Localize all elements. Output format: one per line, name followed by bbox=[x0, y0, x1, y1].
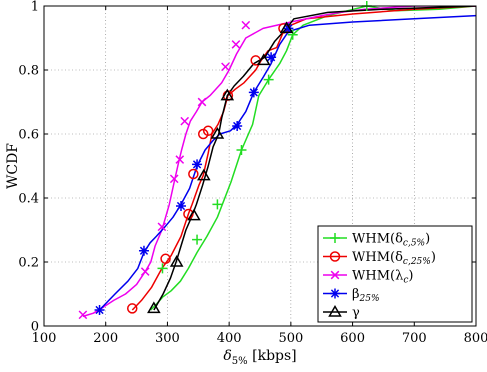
series-5-marker bbox=[210, 127, 225, 139]
legend-label-1: WHM(δc,5%) bbox=[352, 232, 430, 249]
series-1-marker bbox=[212, 199, 223, 210]
series-4-marker bbox=[232, 121, 243, 131]
legend-label-end: ) bbox=[431, 250, 436, 265]
series-line-3 bbox=[82, 6, 476, 318]
y-tick-label: 0 bbox=[31, 320, 39, 335]
series-3-marker bbox=[221, 62, 230, 72]
legend-label-3: WHM(λc) bbox=[352, 269, 413, 286]
series-5-marker bbox=[220, 88, 235, 101]
series-3-marker bbox=[157, 222, 167, 232]
legend-label-end: ) bbox=[425, 232, 430, 247]
series-4-marker bbox=[266, 52, 277, 63]
series-5-marker bbox=[256, 53, 271, 66]
series-5-marker bbox=[279, 21, 294, 34]
legend-label-sub: c,5% bbox=[403, 239, 425, 249]
series-2-marker bbox=[202, 125, 214, 137]
legend-label-5: γ bbox=[352, 306, 360, 321]
legend-box bbox=[317, 225, 473, 323]
series-5-marker bbox=[169, 255, 184, 267]
y-axis-label: WCDF bbox=[5, 143, 21, 189]
legend-marker-1 bbox=[330, 233, 340, 243]
y-tick-label: 1 bbox=[31, 0, 39, 15]
legend-label-main: WHM(δ bbox=[352, 250, 403, 265]
series-3-marker bbox=[231, 40, 241, 49]
plot-frame bbox=[43, 5, 477, 327]
series-1-marker bbox=[263, 74, 274, 85]
x-axis-label: δ5% [kbps] bbox=[223, 348, 296, 367]
series-4-marker bbox=[138, 245, 149, 256]
x-axis-label-main: δ bbox=[223, 348, 231, 364]
legend-marker-3 bbox=[330, 270, 340, 280]
legend-label-2: WHM(δc,25%) bbox=[352, 250, 436, 267]
x-tick-label: 600 bbox=[340, 331, 365, 346]
series-5-marker bbox=[197, 168, 211, 181]
axis-ticks bbox=[43, 5, 477, 327]
series-2-marker bbox=[188, 168, 199, 180]
legend-label-sub: c bbox=[403, 276, 408, 286]
series-1-marker bbox=[157, 263, 168, 274]
series-5-marker bbox=[147, 301, 161, 314]
series-3-marker bbox=[169, 174, 179, 184]
x-tick-label: 100 bbox=[32, 331, 57, 346]
series-4-marker bbox=[248, 87, 259, 98]
legend: WHM(δc,5%)WHM(δc,25%)WHM(λc)β25%γ bbox=[317, 225, 473, 323]
series-3-marker bbox=[197, 97, 207, 107]
series-3-marker bbox=[241, 20, 251, 30]
x-tick-label: 200 bbox=[93, 331, 118, 346]
legend-label-sub: c,25% bbox=[403, 257, 431, 267]
y-tick-label: 0.4 bbox=[18, 192, 39, 207]
series-2-marker bbox=[160, 253, 171, 265]
x-tick-label: 400 bbox=[217, 331, 242, 346]
legend-label-main: β bbox=[352, 287, 360, 302]
x-tick-label: 700 bbox=[402, 331, 427, 346]
legend-label-sub: 25% bbox=[359, 294, 380, 304]
series-4-marker bbox=[283, 23, 294, 34]
marker-layer bbox=[78, 1, 372, 320]
series-3-marker bbox=[140, 267, 150, 276]
series-5-marker bbox=[187, 208, 201, 221]
legend-marker-5 bbox=[328, 305, 342, 317]
legend-label-main: WHM(λ bbox=[352, 269, 403, 284]
legend-label-main: γ bbox=[352, 306, 360, 321]
legend-marker-4 bbox=[330, 288, 340, 299]
legend-label-4: β25% bbox=[352, 287, 380, 304]
y-tick-label: 0.8 bbox=[18, 64, 39, 79]
series-3-marker bbox=[78, 310, 88, 320]
legend-label-end: ) bbox=[408, 269, 413, 284]
series-4-marker bbox=[192, 159, 203, 170]
series-1-marker bbox=[236, 145, 247, 155]
x-tick-label: 500 bbox=[278, 331, 303, 346]
series-4-marker bbox=[94, 305, 105, 315]
x-axis-label-unit: [kbps] bbox=[248, 348, 297, 364]
x-tick-label: 800 bbox=[464, 331, 487, 346]
series-3-marker bbox=[180, 116, 190, 126]
legend-label-main: WHM(δ bbox=[352, 232, 403, 247]
y-tick-label: 0.6 bbox=[18, 128, 39, 143]
x-tick-labels: 100 200 300 400 500 600 700 800 bbox=[32, 331, 487, 346]
legend-marker-2 bbox=[329, 251, 341, 262]
series-4-marker bbox=[176, 201, 187, 211]
series-2-marker bbox=[127, 303, 138, 314]
series-3-marker bbox=[175, 155, 185, 164]
series-1-marker bbox=[192, 234, 203, 245]
y-tick-labels: 0 0.2 0.4 0.6 0.8 1 bbox=[18, 0, 39, 335]
x-axis-label-sub: 5% bbox=[232, 356, 248, 367]
series-1-marker bbox=[287, 29, 298, 40]
x-tick-label: 300 bbox=[155, 331, 180, 346]
y-tick-label: 0.2 bbox=[18, 256, 39, 271]
